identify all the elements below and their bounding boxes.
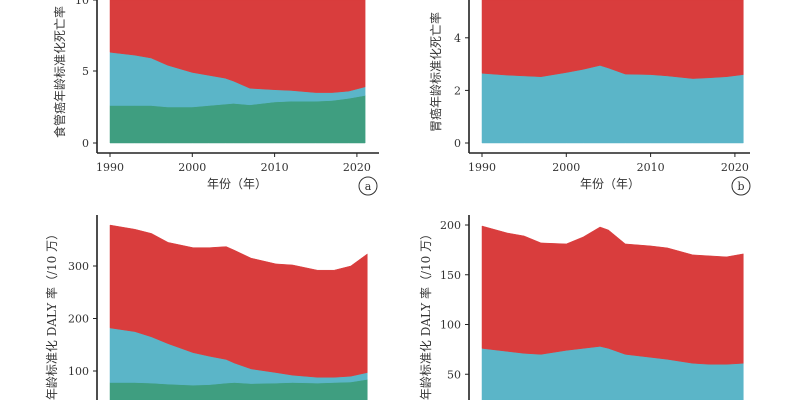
area-series-3: [109, 224, 368, 378]
x-tick-label: 2020: [343, 161, 371, 174]
panel-label: b: [737, 180, 744, 193]
y-axis-label: 胃癌年龄标准化死亡率: [428, 12, 443, 132]
area-series-3: [109, 0, 366, 93]
panel-label-circle: [358, 176, 378, 196]
y-tick-label: 0: [454, 137, 461, 150]
y-tick-label: 0: [82, 137, 89, 150]
y-tick-label: 50: [447, 368, 461, 381]
x-tick-label: 2000: [552, 161, 580, 174]
y-tick-label: 150: [440, 269, 461, 282]
y-tick-label: 5: [82, 65, 89, 78]
y-tick-label: 200: [440, 219, 461, 232]
x-tick-label: 1990: [96, 161, 124, 174]
x-tick-label: 2020: [721, 161, 749, 174]
panel-c: 100 200 300 癌年龄标准化 DALY 率（/10 万）: [44, 215, 368, 400]
y-tick-label: 100: [440, 319, 461, 332]
y-tick-label: 300: [68, 260, 89, 273]
panel-d: 50 100 150 200 癌年龄标准化 DALY 率（/10 万）: [418, 215, 744, 400]
y-tick-label: 100: [68, 365, 89, 378]
x-tick-label: 2010: [261, 161, 289, 174]
x-tick-label: 1990: [468, 161, 496, 174]
x-tick-label: 2010: [637, 161, 665, 174]
y-tick-label: 10: [75, 0, 89, 7]
y-tick-label: 2: [454, 84, 461, 97]
x-axis-label: 年份（年）: [207, 177, 267, 191]
x-tick-label: 2000: [178, 161, 206, 174]
y-axis-label: 癌年龄标准化 DALY 率（/10 万）: [44, 228, 59, 400]
panel-label-circle: [731, 176, 751, 196]
panel-label: a: [365, 180, 372, 193]
panel-a: 0 5 10 1990 2000 2010 2020 年份（年） 食管癌年龄标准化死亡率 a: [52, 0, 379, 196]
area-series-2: [481, 0, 744, 79]
area-series-2: [481, 225, 744, 365]
x-axis-label: 年份（年）: [580, 177, 640, 191]
y-tick-label: 200: [68, 313, 89, 326]
y-axis-label: 食管癌年龄标准化死亡率: [52, 6, 67, 138]
y-axis-label: 癌年龄标准化 DALY 率（/10 万）: [418, 228, 433, 400]
panel-b: 0 2 4 1990 2000 2010 2020 年份（年） 胃癌年龄标准化死亡率 b: [428, 0, 751, 196]
y-tick-label: 4: [454, 32, 461, 45]
